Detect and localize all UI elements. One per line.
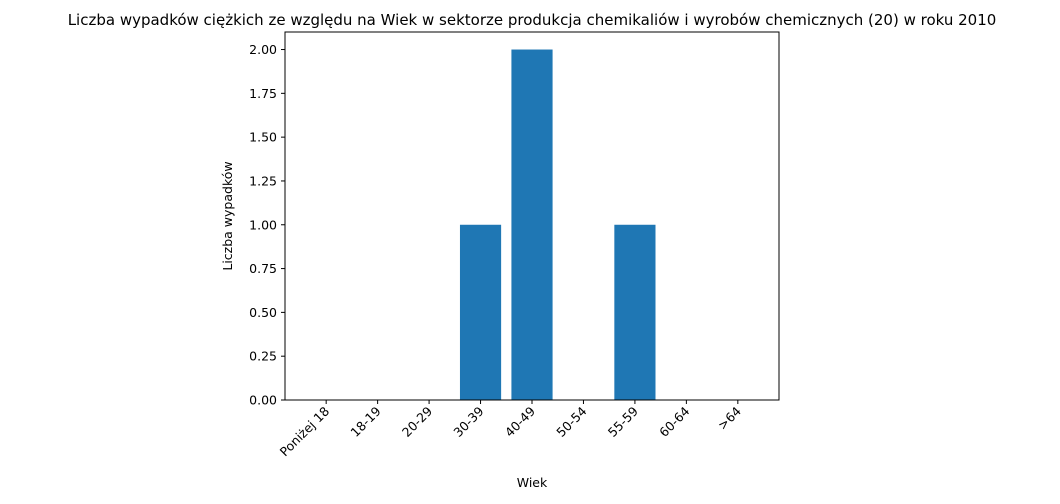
x-tick-label: 30-39	[450, 403, 486, 439]
y-tick-label: 0.50	[249, 305, 277, 320]
y-tick-label: 1.50	[249, 130, 277, 145]
x-tick-label: 55-59	[605, 403, 641, 439]
x-tick-label: Poniżej 18	[277, 403, 333, 459]
x-tick-label: 40-49	[502, 403, 538, 439]
y-tick-label: 2.00	[249, 42, 277, 57]
y-tick-label: 1.25	[249, 173, 277, 188]
plot-frame	[284, 31, 780, 401]
y-axis-label: Liczba wypadków	[220, 161, 235, 270]
y-tick-label: 1.00	[249, 217, 277, 232]
x-tick-label: 50-54	[553, 403, 589, 439]
y-tick-label: 0.00	[249, 393, 277, 408]
y-tick-label: 0.25	[249, 349, 277, 364]
y-tick-label: 1.75	[249, 86, 277, 101]
x-tick-label: 60-64	[656, 403, 692, 439]
x-tick-label: 18-19	[347, 403, 383, 439]
x-axis-ticks: Poniżej 18 18-19 20-29 30-39 40-49 50-54 55-59…	[277, 400, 744, 459]
chart-title: Liczba wypadków ciężkich ze względu na W…	[68, 11, 997, 29]
bar-4	[511, 49, 553, 401]
bar-6	[614, 224, 656, 400]
bar-3	[459, 224, 502, 400]
y-axis-ticks: 0.00 0.25 0.50 0.75 1.00 1.25 1.50 1.75 2.00	[249, 42, 285, 408]
y-tick-label: 0.75	[249, 261, 277, 276]
bars-layer	[459, 49, 656, 401]
x-tick-label: >64	[715, 403, 744, 432]
x-axis-label: Wiek	[517, 475, 548, 490]
x-tick-label: 20-29	[399, 403, 435, 439]
